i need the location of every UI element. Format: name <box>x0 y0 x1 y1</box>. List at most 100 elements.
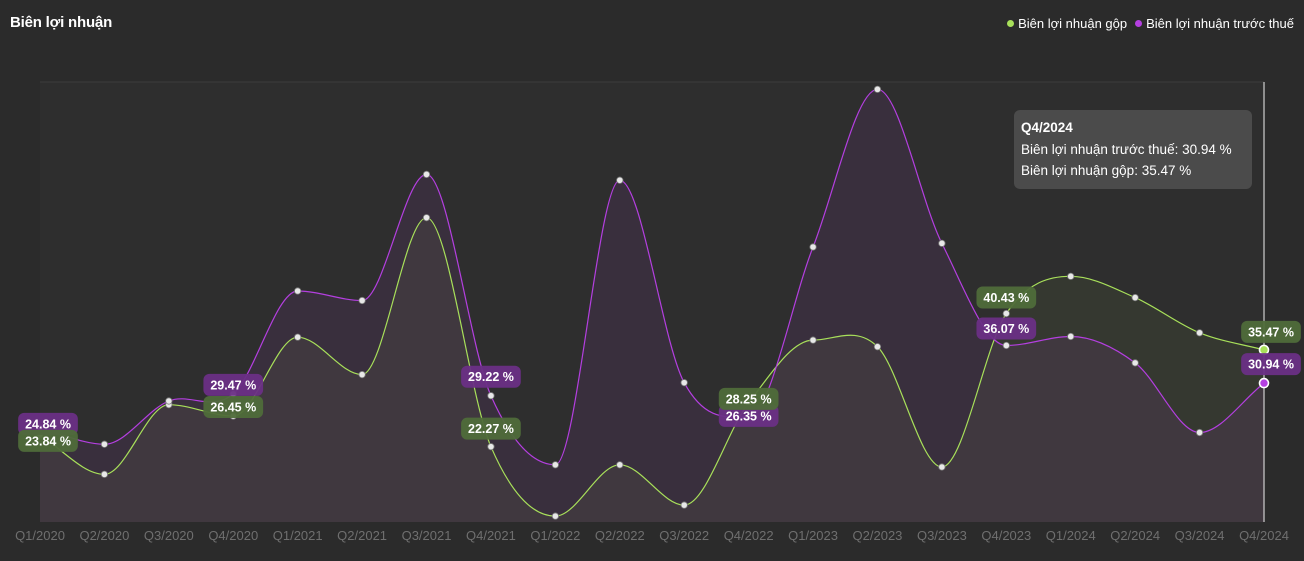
data-label-gross-Q4/2021: 22.27 % <box>461 417 521 440</box>
point-pretax-Q3/2022 <box>680 379 688 387</box>
data-label-gross-Q4/2020: 26.45 % <box>203 396 264 419</box>
x-tick-Q3/2023: Q3/2023 <box>917 528 967 543</box>
legend-label-pretax: Biên lợi nhuận trước thuế <box>1146 16 1294 31</box>
x-tick-Q1/2020: Q1/2020 <box>15 528 65 543</box>
point-pretax-Q4/2024 <box>1258 377 1270 389</box>
x-tick-Q4/2022: Q4/2022 <box>724 528 774 543</box>
data-label-pretax-Q4/2020-text: 29.47 % <box>210 378 256 392</box>
area-gross <box>40 217 1264 522</box>
point-pretax-Q3/2023 <box>938 239 946 247</box>
point-pretax-Q4/2021 <box>487 392 495 400</box>
data-label-gross-Q4/2022-text: 28.25 % <box>726 392 772 406</box>
legend-item-pretax[interactable]: Biên lợi nhuận trước thuế <box>1135 16 1294 31</box>
x-tick-Q1/2024: Q1/2024 <box>1046 528 1096 543</box>
data-label-pretax-Q4/2024-text: 30.94 % <box>1248 358 1294 372</box>
point-gross-Q1/2021 <box>294 333 302 341</box>
legend-dot-gross <box>1007 20 1015 27</box>
tooltip-title: Q4/2024 <box>1021 120 1073 135</box>
data-label-pretax-Q4/2023-bg <box>976 317 1037 340</box>
data-label-gross-Q4/2021-text: 22.27 % <box>468 422 514 436</box>
x-tick-Q2/2022: Q2/2022 <box>595 528 645 543</box>
tooltip-pretax-value: Biên lợi nhuận trước thuế: 30.94 % <box>1021 141 1232 157</box>
point-gross-Q4/2023 <box>1002 309 1010 318</box>
x-tick-Q4/2020: Q4/2020 <box>208 528 258 543</box>
point-pretax-Q2/2023 <box>873 85 882 93</box>
data-label-pretax-Q4/2022-text: 26.35 % <box>726 409 772 423</box>
legend-dot-pretax <box>1135 20 1143 27</box>
x-tick-Q2/2020: Q2/2020 <box>79 528 129 543</box>
data-label-gross-Q4/2021-bg <box>461 417 521 440</box>
point-gross-Q1/2022 <box>551 512 559 520</box>
data-label-pretax-Q4/2022-bg <box>718 404 779 427</box>
legend-label-gross: Biên lợi nhuận gộp <box>1018 16 1128 31</box>
x-tick-Q1/2021: Q1/2021 <box>273 528 323 543</box>
point-pretax-Q4/2023 <box>1002 341 1010 350</box>
point-pretax-Q2/2024 <box>1131 359 1139 367</box>
data-label-gross-Q4/2023: 40.43 % <box>976 286 1037 309</box>
point-pretax-Q2/2022 <box>616 176 624 184</box>
data-label-gross-Q4/2023-text: 40.43 % <box>983 291 1029 305</box>
point-pretax-Q2/2020 <box>100 440 109 448</box>
x-tick-Q3/2020: Q3/2020 <box>144 528 194 543</box>
chart-legend: Biên lợi nhuận gộp Biên lợi nhuận trước … <box>1007 16 1294 31</box>
x-tick-Q4/2023: Q4/2023 <box>981 528 1031 543</box>
data-label-pretax-Q4/2022: 26.35 % <box>718 404 779 427</box>
x-tick-Q1/2023: Q1/2023 <box>788 528 838 543</box>
point-gross-Q2/2024 <box>1131 293 1139 302</box>
x-tick-Q4/2021: Q4/2021 <box>466 528 516 543</box>
data-label-pretax-Q4/2020: 29.47 % <box>203 373 264 396</box>
x-tick-Q2/2021: Q2/2021 <box>337 528 387 543</box>
point-gross-Q4/2021 <box>487 443 495 451</box>
data-label-pretax-Q1/2020-bg <box>18 412 78 435</box>
data-label-gross-Q4/2024-bg <box>1241 320 1301 343</box>
point-gross-Q3/2023 <box>938 463 946 471</box>
point-gross-Q3/2021 <box>422 214 431 222</box>
x-tick-Q3/2021: Q3/2021 <box>402 528 452 543</box>
tooltip-gross-value: Biên lợi nhuận gộp: 35.47 % <box>1021 163 1192 178</box>
data-label-pretax-Q4/2021-text: 29.22 % <box>468 370 514 384</box>
point-gross-Q1/2023 <box>809 336 817 344</box>
data-label-pretax-Q4/2023-text: 36.07 % <box>983 322 1029 336</box>
point-gross-Q2/2021 <box>358 370 366 379</box>
x-tick-Q1/2022: Q1/2022 <box>530 528 580 543</box>
point-pretax-Q3/2024 <box>1195 428 1204 437</box>
data-label-pretax-Q4/2021: 29.22 % <box>461 365 521 388</box>
point-pretax-Q1/2021 <box>294 287 302 295</box>
data-label-gross-Q4/2023-bg <box>976 286 1037 309</box>
chart-title: Biên lợi nhuận <box>10 14 113 31</box>
data-label-gross-Q4/2020-text: 26.45 % <box>210 401 256 415</box>
chart-tooltip: Q4/2024 Biên lợi nhuận trước thuế: 30.94… <box>1014 110 1252 189</box>
point-gross-Q2/2023 <box>873 343 882 351</box>
point-pretax-Q3/2021 <box>422 170 431 178</box>
data-label-pretax-Q4/2021-bg <box>461 365 521 388</box>
data-label-gross-Q4/2020-bg <box>203 396 264 419</box>
point-gross-Q4/2024 <box>1258 344 1270 356</box>
data-label-pretax-Q4/2024: 30.94 % <box>1241 353 1301 376</box>
legend-item-gross[interactable]: Biên lợi nhuận gộp <box>1007 16 1127 31</box>
point-pretax-Q1/2022 <box>551 461 559 469</box>
point-gross-Q1/2024 <box>1067 272 1075 280</box>
x-tick-Q2/2023: Q2/2023 <box>853 528 903 543</box>
area-pretax <box>40 89 1264 522</box>
data-label-gross-Q1/2020: 23.84 % <box>18 429 78 452</box>
data-label-gross-Q4/2024-text: 35.47 % <box>1248 325 1294 339</box>
line-pretax <box>39 88 1265 466</box>
data-label-gross-Q4/2024: 35.47 % <box>1241 320 1301 343</box>
x-tick-Q3/2022: Q3/2022 <box>659 528 709 543</box>
x-tick-Q3/2024: Q3/2024 <box>1175 528 1225 543</box>
data-label-gross-Q4/2022: 28.25 % <box>718 387 779 410</box>
data-label-pretax-Q4/2024-bg <box>1241 353 1301 376</box>
data-label-pretax-Q4/2023: 36.07 % <box>976 317 1037 340</box>
point-pretax-Q1/2024 <box>1067 332 1075 341</box>
data-label-gross-Q1/2020-text: 23.84 % <box>25 434 71 448</box>
point-gross-Q3/2024 <box>1195 329 1204 337</box>
data-label-pretax-Q1/2020: 24.84 % <box>18 412 78 435</box>
x-tick-Q4/2024: Q4/2024 <box>1239 528 1289 543</box>
point-gross-Q3/2022 <box>680 501 688 509</box>
x-tick-Q2/2024: Q2/2024 <box>1110 528 1160 543</box>
point-pretax-Q1/2023 <box>809 243 817 251</box>
data-label-gross-Q4/2022-bg <box>718 387 779 410</box>
data-label-gross-Q1/2020-bg <box>18 429 78 452</box>
point-pretax-Q3/2020 <box>165 397 173 405</box>
